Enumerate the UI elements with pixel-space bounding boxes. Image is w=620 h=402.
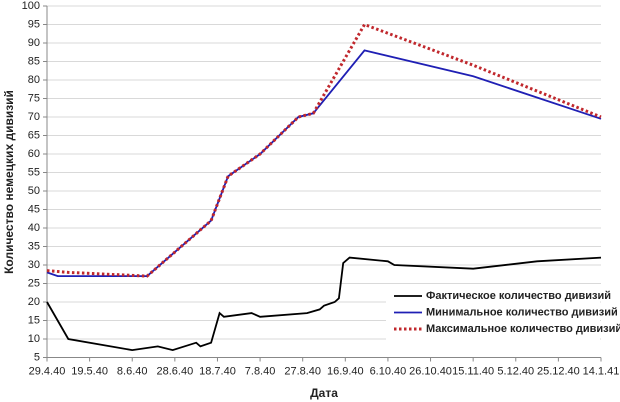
x-tick-label: 18.7.40	[199, 365, 236, 377]
x-tick-label: 5.12.40	[497, 365, 534, 377]
y-tick-label: 20	[28, 296, 40, 308]
x-tick-label: 15.11.40	[452, 365, 494, 377]
y-tick-label: 85	[28, 55, 40, 67]
x-tick-label: 26.10.40	[409, 365, 452, 377]
y-tick-label: 55	[28, 166, 40, 178]
x-tick-label: 6.10.40	[370, 365, 407, 377]
y-tick-label: 40	[28, 222, 40, 234]
y-tick-label: 75	[28, 92, 40, 104]
y-tick-label: 95	[28, 18, 40, 30]
x-tick-label: 28.6.40	[156, 365, 193, 377]
y-tick-label: 35	[28, 240, 40, 252]
x-tick-label: 14.1.41	[583, 365, 620, 377]
series-line	[46, 22, 602, 278]
legend-label: Фактическое количество дивизий	[426, 290, 611, 302]
y-tick-label: 70	[28, 111, 40, 123]
y-tick-label: 90	[28, 37, 40, 49]
y-tick-label: 25	[28, 277, 40, 289]
y-tick-label: 10	[28, 333, 40, 345]
y-axis-title: Количество немецких дивизий	[2, 90, 16, 274]
y-tick-label: 80	[28, 74, 40, 86]
series-line	[46, 256, 602, 352]
y-tick-label: 5	[34, 351, 40, 363]
y-tick-label: 45	[28, 203, 40, 215]
x-tick-label: 29.4.40	[29, 365, 66, 377]
y-tick-label: 100	[22, 0, 40, 12]
x-axis-title: Дата	[310, 386, 338, 400]
x-tick-label: 27.8.40	[284, 365, 321, 377]
x-tick-label: 19.5.40	[71, 365, 108, 377]
y-tick-label: 65	[28, 129, 40, 141]
y-tick-label: 60	[28, 148, 40, 160]
y-tick-label: 15	[28, 314, 40, 326]
legend-label: Минимальное количество дивизий	[426, 306, 618, 318]
x-tick-label: 8.6.40	[117, 365, 148, 377]
y-tick-label: 30	[28, 259, 40, 271]
x-tick-label: 16.9.40	[327, 365, 364, 377]
y-tick-label: 50	[28, 185, 40, 197]
x-tick-label: 25.12.40	[537, 365, 580, 377]
legend-label: Максимальное количество дивизий	[426, 323, 620, 335]
x-tick-label: 7.8.40	[245, 365, 276, 377]
